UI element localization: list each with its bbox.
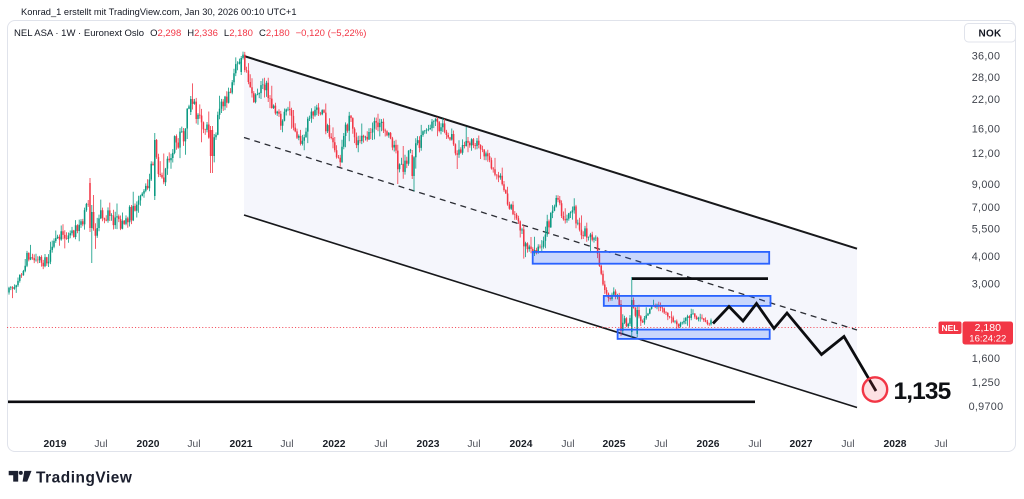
svg-text:Jul: Jul [280,439,293,450]
svg-text:16,00: 16,00 [972,123,1001,135]
svg-text:2021: 2021 [230,439,253,450]
svg-text:2,180: 2,180 [975,322,1001,334]
svg-text:4,000: 4,000 [972,251,1001,263]
svg-text:7,000: 7,000 [972,202,1001,214]
svg-text:2022: 2022 [323,439,346,450]
svg-text:2027: 2027 [790,439,813,450]
svg-text:Jul: Jul [934,439,947,450]
svg-text:2023: 2023 [417,439,440,450]
svg-text:9,000: 9,000 [972,179,1001,191]
svg-text:Jul: Jul [187,439,200,450]
svg-text:Jul: Jul [841,439,854,450]
svg-text:28,00: 28,00 [972,72,1001,84]
svg-text:Jul: Jul [467,439,480,450]
svg-text:16:24:22: 16:24:22 [969,334,1006,345]
svg-text:22,00: 22,00 [972,94,1001,106]
svg-text:1,250: 1,250 [972,377,1001,389]
svg-text:Jul: Jul [94,439,107,450]
svg-text:2026: 2026 [697,439,720,450]
svg-text:NEL: NEL [942,323,959,333]
svg-text:Jul: Jul [748,439,761,450]
svg-text:3,000: 3,000 [972,278,1001,290]
svg-text:1,600: 1,600 [972,353,1001,365]
svg-text:2028: 2028 [884,439,907,450]
svg-text:NOK: NOK [978,28,1002,39]
svg-text:Jul: Jul [374,439,387,450]
svg-text:TradingView: TradingView [36,469,132,486]
svg-text:5,500: 5,500 [972,223,1001,235]
svg-text:2025: 2025 [603,439,626,450]
svg-text:36,00: 36,00 [972,50,1001,62]
svg-text:0,9700: 0,9700 [969,401,1004,413]
svg-text:Jul: Jul [654,439,667,450]
svg-text:1,135: 1,135 [894,378,951,405]
svg-text:2019: 2019 [44,439,67,450]
svg-text:12,00: 12,00 [972,148,1001,160]
svg-text:Jul: Jul [561,439,574,450]
svg-text:2024: 2024 [510,439,533,450]
svg-text:2020: 2020 [137,439,160,450]
